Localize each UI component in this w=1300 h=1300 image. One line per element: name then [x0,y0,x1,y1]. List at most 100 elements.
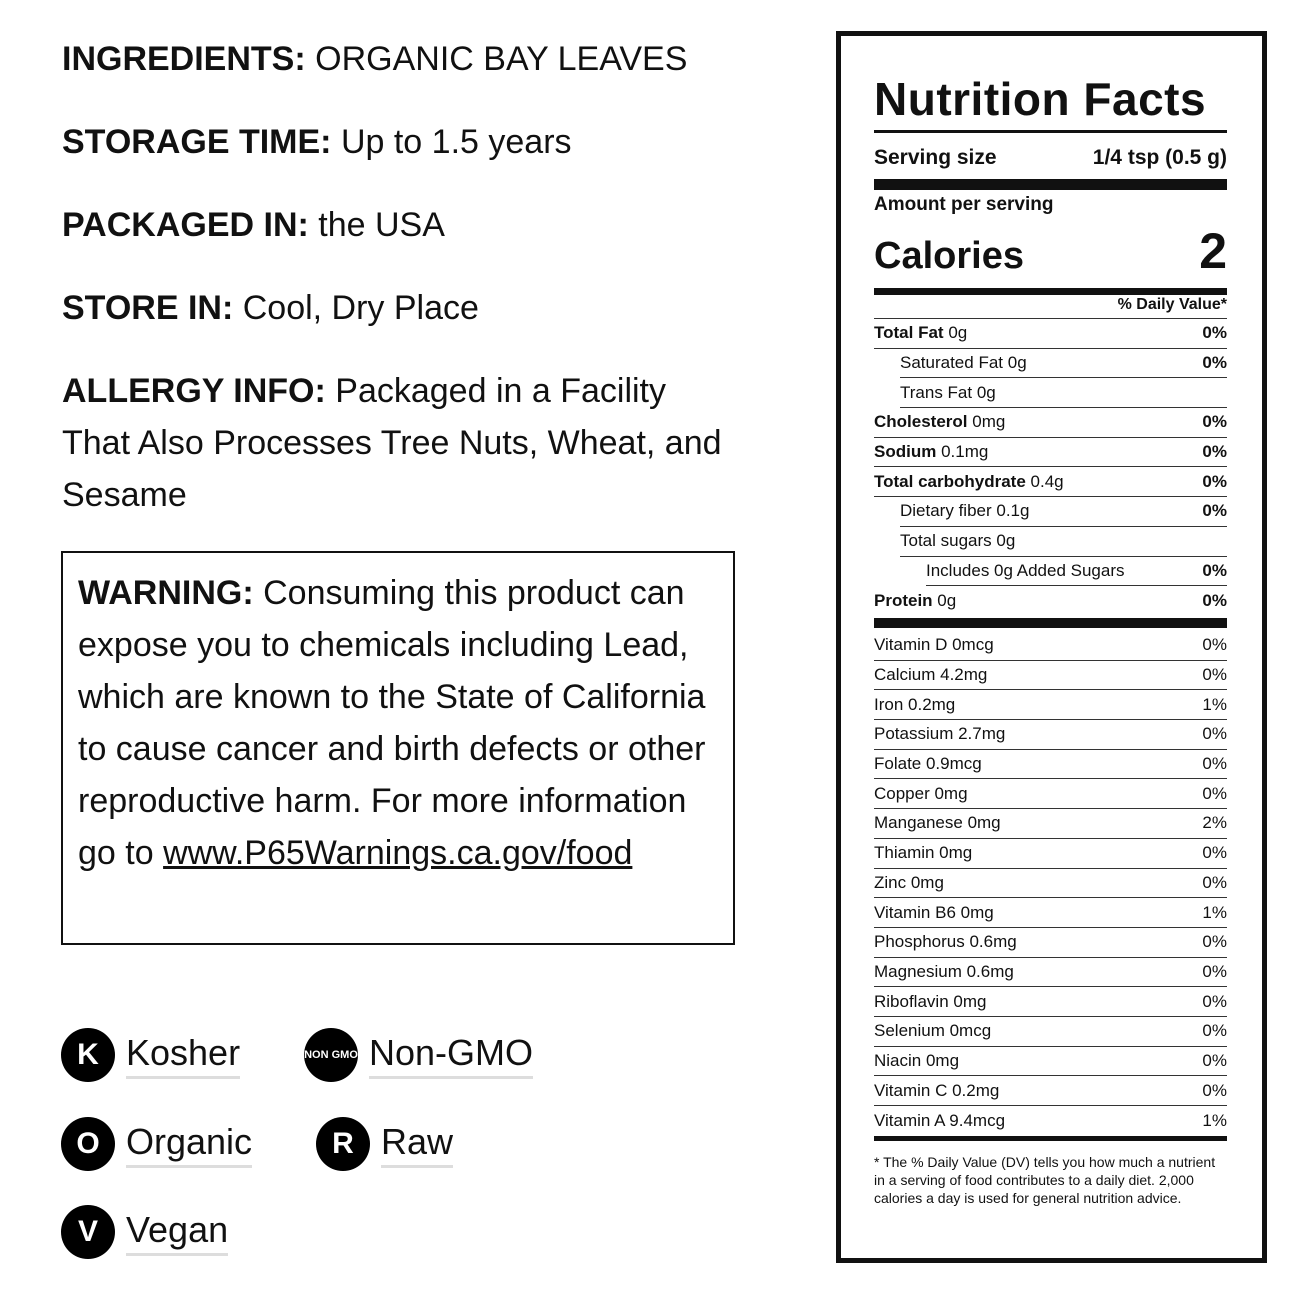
allergy-info-label: ALLERGY INFO: [62,372,326,410]
vitamin-row: Vitamin D 0mcg 0% [874,631,1227,661]
badge-kosher: K Kosher [61,1028,241,1082]
nutrient-label: Trans Fat [900,382,973,402]
vitamin-row: Vitamin A 9.4mcg 1% [874,1106,1227,1136]
vitamin-daily-value: 0% [1202,724,1227,744]
vitamin-label: Vitamin A 9.4mcg [874,1110,1006,1130]
badge-label: Vegan [126,1209,229,1256]
storage-time-line: STORAGE TIME: Up to 1.5 years [62,116,742,168]
nutrient-name: Cholesterol 0mg [874,412,1005,432]
badge-vegan: V Vegan [61,1205,229,1259]
packaged-in-line: PACKAGED IN: the USA [62,199,742,251]
vitamin-row: Iron 0.2mg 1% [874,690,1227,721]
vitamin-label: Folate 0.9mcg [874,754,982,774]
nutrient-label: Dietary fiber [900,501,992,521]
nutrient-row: Includes 0g Added Sugars 0% [926,557,1227,587]
organic-icon: O [61,1117,115,1171]
vitamin-daily-value: 0% [1202,665,1227,685]
nutrient-row: Total carbohydrate 0.4g 0% [874,467,1227,498]
nutrition-facts-panel: Nutrition Facts Serving size 1/4 tsp (0.5… [836,31,1267,1263]
amount-per-serving: Amount per serving [874,194,1054,215]
serving-size-row: Serving size 1/4 tsp (0.5 g) [874,146,1227,170]
nutrient-amount: 0g [996,531,1016,551]
vitamin-label: Niacin 0mg [874,1050,960,1070]
p65-warnings-link[interactable]: www.P65Warnings.ca.gov/food [163,834,633,872]
nutrient-name: Trans Fat 0g [900,383,996,403]
nutrition-title: Nutrition Facts [874,73,1207,125]
vitamin-daily-value: 0% [1202,961,1227,981]
non-gmo-icon: NON GMO [304,1028,358,1082]
vitamin-row: Thiamin 0mg 0% [874,839,1227,869]
vitamin-label: Vitamin C 0.2mg [874,1080,1000,1100]
nutrient-name: Total carbohydrate 0.4g [874,472,1064,492]
nutrient-row: Total sugars 0g [900,527,1227,557]
badge-label: Non-GMO [369,1032,534,1079]
vitamin-row: Vitamin B6 0mg 1% [874,898,1227,928]
vitamin-row: Magnesium 0.6mg 0% [874,958,1227,988]
nutrient-row: Protein 0g 0% [874,586,1227,616]
badge-label: Kosher [126,1032,241,1079]
vitamin-label: Copper 0mg [874,783,968,803]
nutrient-daily-value: 0% [1202,323,1227,343]
warning-text: Consuming this product can expose you to… [78,574,706,872]
vitamin-daily-value: 0% [1202,783,1227,803]
nutrient-amount: 0g [1007,353,1027,373]
nutrient-rows: Total Fat 0g 0% Saturated Fat 0g 0% Trans Fa… [874,319,1227,616]
nutrient-daily-value: 0% [1202,353,1227,373]
nutrient-amount: 0g [948,323,968,343]
vitamin-label: Vitamin D 0mcg [874,635,994,655]
daily-value-header: % Daily Value* [874,296,1227,319]
storage-time-value: Up to 1.5 years [340,123,572,161]
vitamin-daily-value: 0% [1202,843,1227,863]
nutrient-row: Total Fat 0g 0% [874,319,1227,349]
nutrient-amount: 0g [937,591,957,611]
vitamin-label: Manganese 0mg [874,813,1001,833]
badge-raw: R Raw [316,1117,454,1171]
store-in-value: Cool, Dry Place [242,289,479,327]
warning-label: WARNING: [78,574,254,612]
vitamin-daily-value: 1% [1202,902,1227,922]
serving-size-value: 1/4 tsp (0.5 g) [1092,146,1227,169]
nutrient-label: Total Fat [874,323,944,343]
packaged-in-label: PACKAGED IN: [62,206,309,244]
nutrient-row: Trans Fat 0g [900,378,1227,409]
nutrient-amount: 0.1g [996,501,1030,521]
vitamin-daily-value: 0% [1202,1021,1227,1041]
daily-value-footnote: * The % Daily Value (DV) tells you how m… [874,1154,1216,1206]
vitamin-row: Manganese 0mg 2% [874,809,1227,839]
nutrient-daily-value: 0% [1202,501,1227,521]
nutrient-daily-value: 0% [1202,471,1227,491]
badge-non-gmo: NON GMO Non-GMO [304,1028,534,1082]
vitamin-daily-value: 0% [1202,872,1227,892]
vitamin-row: Folate 0.9mcg 0% [874,750,1227,780]
vitamin-daily-value: 0% [1202,932,1227,952]
calories-label: Calories [874,235,1024,277]
ingredients-value: ORGANIC BAY LEAVES [315,40,688,78]
vitamin-daily-value: 2% [1202,813,1227,833]
calories-row: Calories 2 [874,222,1227,280]
vitamin-daily-value: 0% [1202,754,1227,774]
vitamin-row: Potassium 2.7mg 0% [874,720,1227,750]
badge-label: Organic [126,1121,253,1168]
vitamin-label: Selenium 0mcg [874,1021,992,1041]
vitamin-label: Thiamin 0mg [874,843,973,863]
vitamin-rows: Vitamin D 0mcg 0% Calcium 4.2mg 0% Iron 0.2m… [874,631,1227,1136]
vitamin-daily-value: 0% [1202,1080,1227,1100]
vitamin-row: Vitamin C 0.2mg 0% [874,1076,1227,1106]
nutrient-daily-value: 0% [1202,591,1227,611]
vitamin-label: Riboflavin 0mg [874,991,987,1011]
storage-time-label: STORAGE TIME: [62,123,332,161]
vitamin-row: Riboflavin 0mg 0% [874,987,1227,1017]
nutrient-daily-value: 0% [1202,412,1227,432]
nutrient-name: Protein 0g [874,591,956,611]
nutrient-row: Cholesterol 0mg 0% [874,408,1227,438]
badge-label: Raw [381,1121,454,1168]
vitamin-label: Magnesium 0.6mg [874,961,1014,981]
vitamin-row: Phosphorus 0.6mg 0% [874,928,1227,958]
nutrient-label: Cholesterol [874,412,968,432]
badge-organic: O Organic [61,1117,253,1171]
ingredients-label: INGREDIENTS: [62,40,306,78]
serving-size-label: Serving size [874,146,997,169]
nutrient-name: Total sugars 0g [900,531,1015,551]
kosher-icon: K [61,1028,115,1082]
vitamin-label: Iron 0.2mg [874,694,956,714]
